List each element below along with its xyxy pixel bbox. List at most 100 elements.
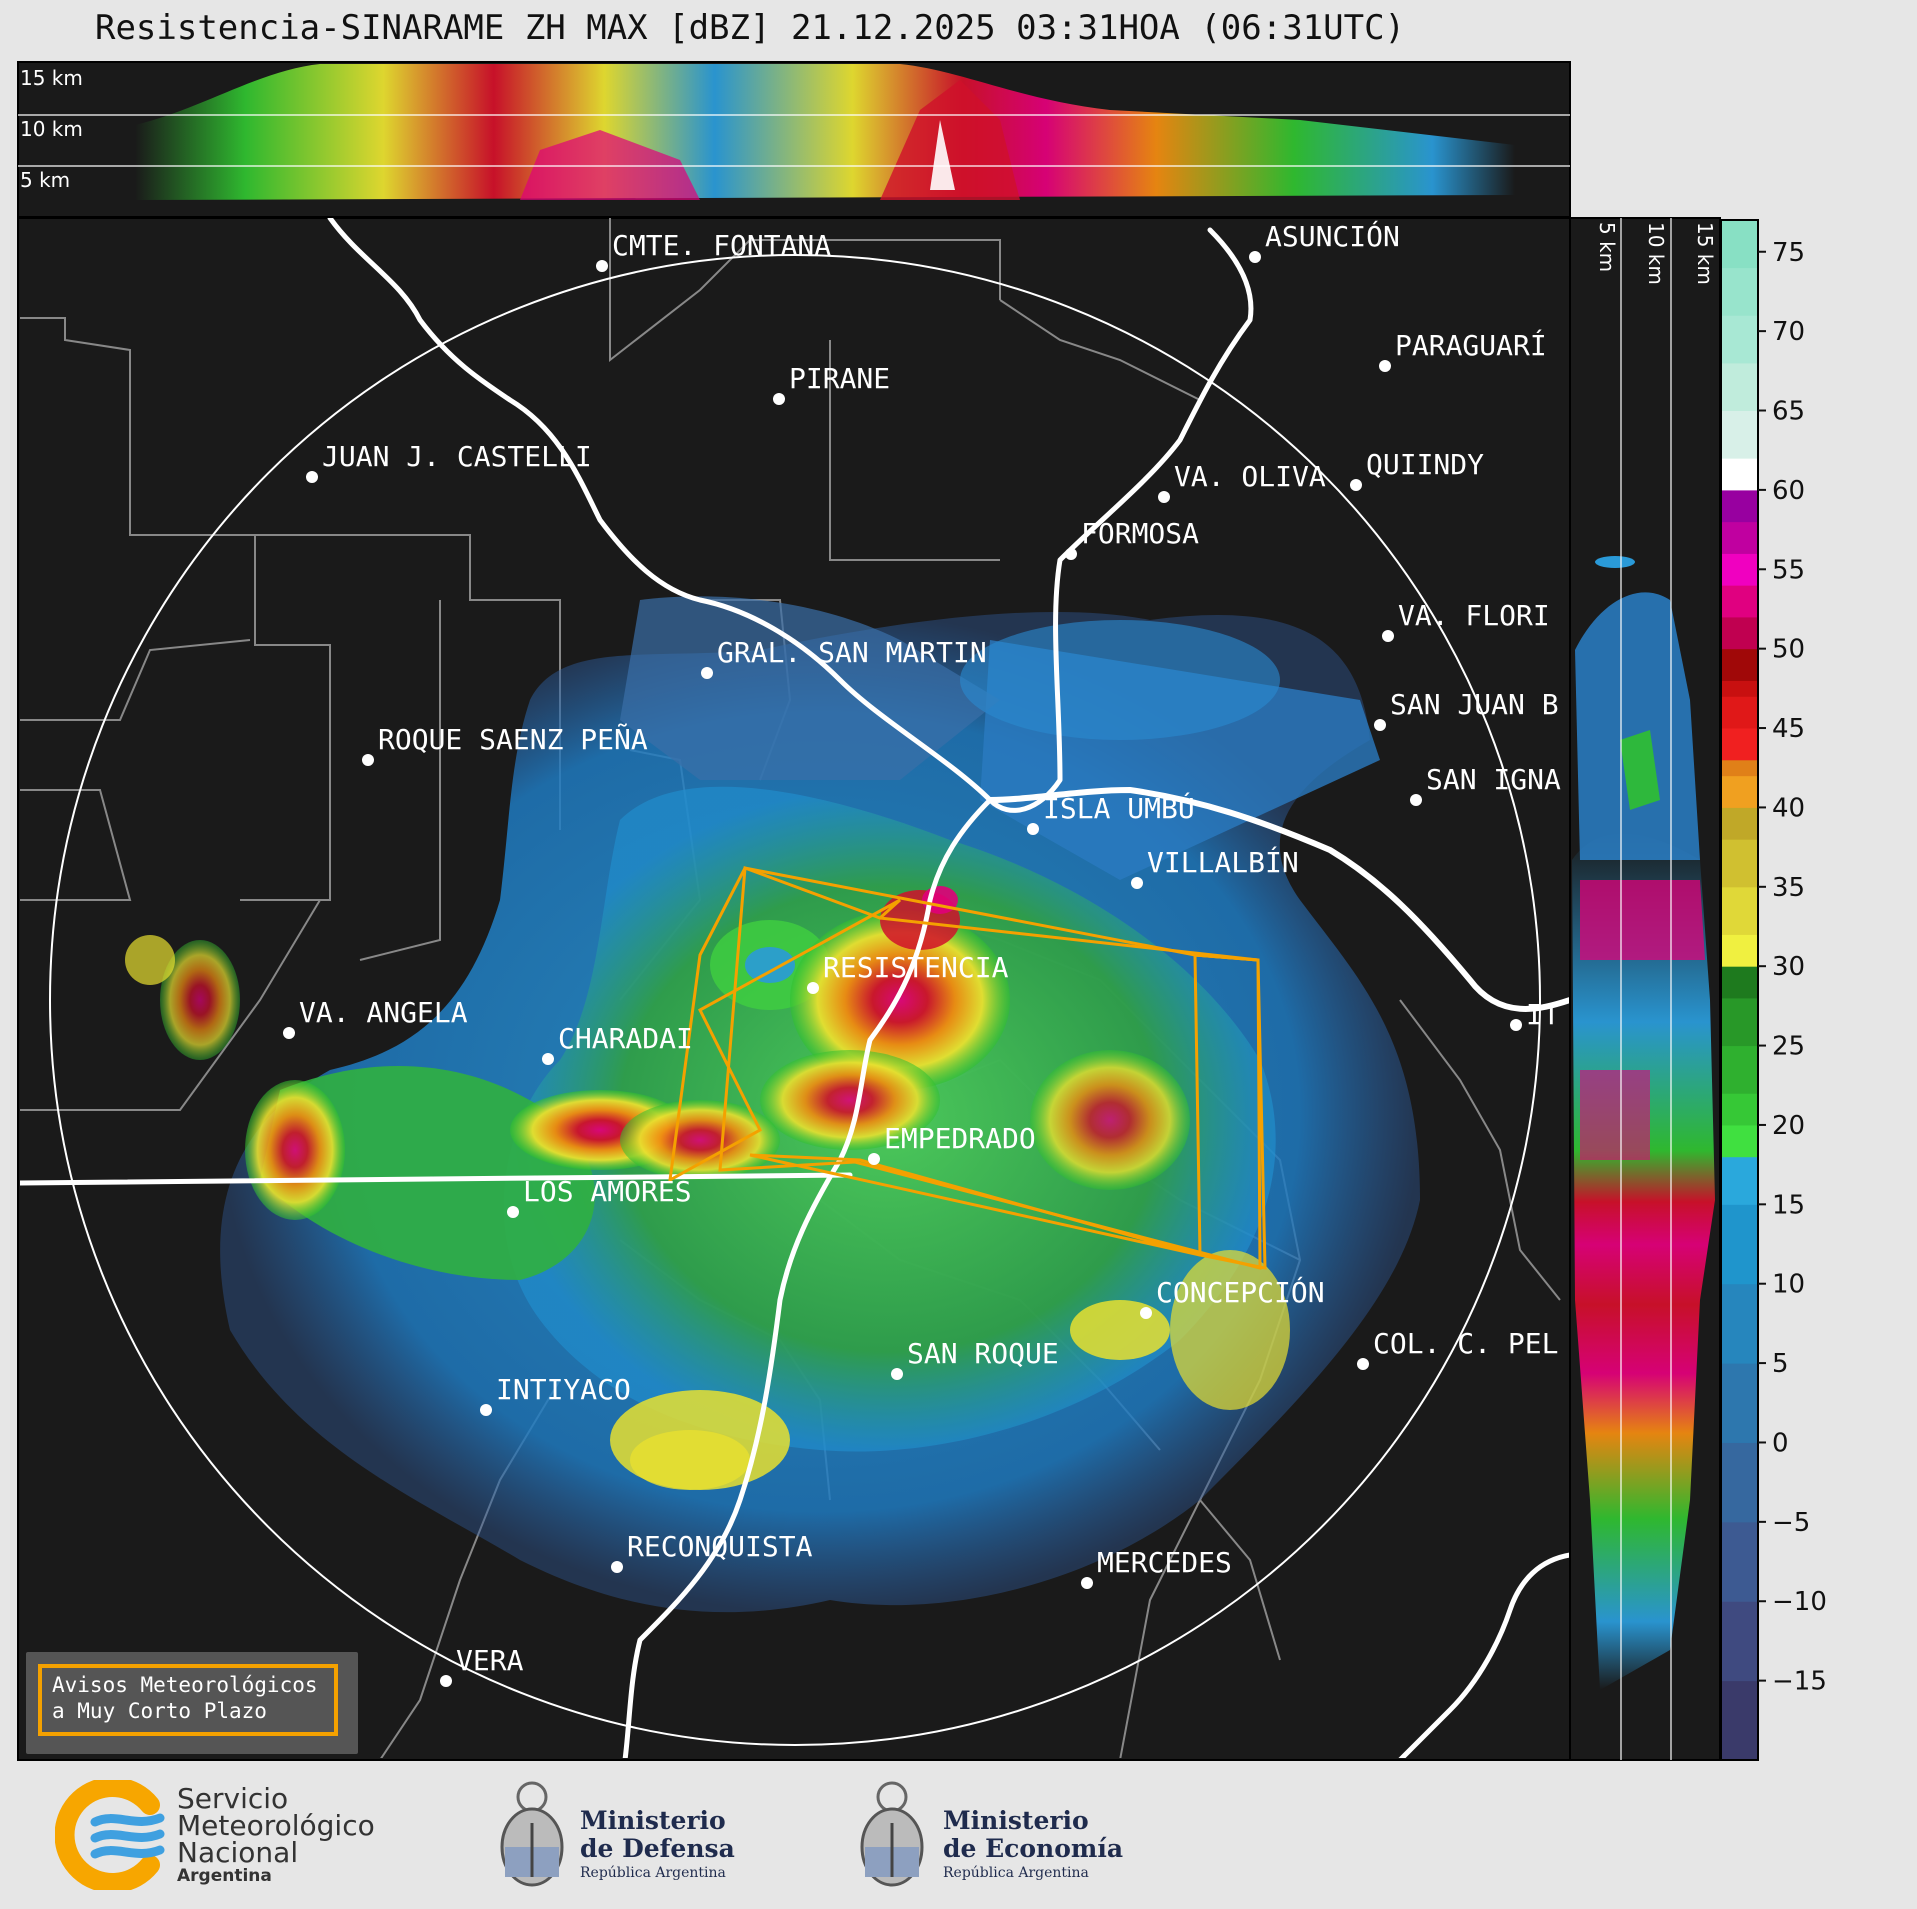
colorbar-step (1721, 997, 1758, 1047)
top-cross-section: 15 km 10 km 5 km (17, 61, 1571, 218)
defensa-line2: de Defensa (580, 1834, 735, 1863)
defensa-logo: Ministerio de Defensa República Argentin… (495, 1775, 755, 1900)
svg-text:COL. C. PEL: COL. C. PEL (1373, 1327, 1558, 1360)
colorbar-tick-label: 50 (1772, 635, 1805, 665)
colorbar-step (1721, 839, 1758, 888)
city-gral-san-martin: GRAL. SAN MARTIN (701, 636, 987, 679)
svg-text:GRAL. SAN MARTIN: GRAL. SAN MARTIN (717, 636, 987, 669)
colorbar-step (1721, 1442, 1758, 1523)
rivers (20, 218, 1570, 1758)
main-map: CMTE. FONTANA ASUNCIÓN PARAGUARÍ PIRANE … (17, 217, 1571, 1761)
city-los-amores: LOS AMORES (507, 1175, 692, 1218)
defensa-line3: República Argentina (580, 1865, 726, 1881)
svg-text:JUAN J. CASTELLI: JUAN J. CASTELLI (322, 440, 592, 473)
top-alt-5km: 5 km (20, 168, 70, 192)
city-paraguari: PARAGUARÍ (1379, 328, 1547, 372)
svg-text:VERA: VERA (456, 1644, 524, 1677)
city-va-flori: VA. FLORI (1382, 599, 1550, 642)
avisos-box[interactable]: Avisos Meteorológicos a Muy Corto Plazo (26, 1652, 358, 1754)
smn-line1: Servicio (177, 1782, 289, 1815)
colorbar-step (1721, 616, 1758, 650)
smn-line2: Meteorológico (177, 1809, 375, 1842)
colorbar-tick-label: 70 (1772, 317, 1805, 347)
city-juan-j-castelli: JUAN J. CASTELLI (306, 440, 592, 483)
range-ring (49, 254, 1541, 1746)
economia-line3: República Argentina (943, 1865, 1089, 1881)
smn-line3: Nacional (177, 1836, 299, 1869)
colorbar-steps (1721, 220, 1758, 1761)
city-roque-saenz-pena: ROQUE SAENZ PEÑA (362, 722, 648, 766)
svg-text:ASUNCIÓN: ASUNCIÓN (1265, 219, 1400, 253)
city-markers: CMTE. FONTANA ASUNCIÓN PARAGUARÍ PIRANE … (283, 219, 1561, 1687)
svg-text:FORMOSA: FORMOSA (1081, 517, 1199, 550)
city-col-c-pel: COL. C. PEL (1357, 1327, 1558, 1370)
top-alt-15km: 15 km (20, 66, 83, 90)
colorbar-step (1721, 1093, 1758, 1126)
city-san-roque: SAN ROQUE (891, 1337, 1059, 1380)
svg-text:VA. ANGELA: VA. ANGELA (299, 996, 468, 1029)
colorbar-step (1721, 807, 1758, 840)
colorbar-step (1721, 696, 1758, 729)
colorbar-step (1721, 553, 1758, 586)
city-intiyaco: INTIYACO (480, 1373, 631, 1416)
svg-text:SAN JUAN B: SAN JUAN B (1390, 688, 1559, 721)
colorbar-step (1721, 1363, 1758, 1443)
colorbar-tick-label: −5 (1772, 1508, 1810, 1538)
city-concepcion: CONCEPCIÓN (1140, 1275, 1325, 1319)
colorbar-step (1721, 1124, 1758, 1158)
svg-text:SAN IGNA: SAN IGNA (1426, 763, 1561, 796)
colorbar-step (1721, 1156, 1758, 1205)
avisos-link[interactable]: Avisos Meteorológicos a Muy Corto Plazo (38, 1664, 338, 1736)
svg-text:VILLALBÍN: VILLALBÍN (1147, 845, 1299, 879)
colorbar-step (1721, 1045, 1758, 1094)
colorbar-step (1721, 1521, 1758, 1602)
colorbar-tick-label: −15 (1772, 1667, 1827, 1697)
city-it: IT (1510, 998, 1560, 1031)
svg-text:RECONQUISTA: RECONQUISTA (627, 1530, 813, 1563)
city-villalbin: VILLALBÍN (1131, 845, 1299, 889)
colorbar-tick-label: 5 (1772, 1349, 1789, 1379)
city-formosa: FORMOSA (1065, 517, 1199, 560)
colorbar-tick-label: 45 (1772, 714, 1805, 744)
avisos-line2: a Muy Corto Plazo (52, 1699, 267, 1723)
coat-of-arms-icon (500, 1781, 564, 1887)
colorbar-step (1721, 267, 1758, 316)
colorbar-tick-label: 15 (1772, 1190, 1805, 1220)
side-alt-15km: 15 km (1693, 222, 1717, 285)
colorbar-tick-label: 65 (1772, 397, 1805, 427)
colorbar-tick-label: 60 (1772, 476, 1805, 506)
economia-logo: Ministerio de Economía República Argenti… (855, 1775, 1135, 1900)
city-isla-umbu: ISLA UMBÚ (1027, 791, 1195, 835)
svg-text:PIRANE: PIRANE (789, 362, 890, 395)
colorbar-step (1721, 886, 1758, 935)
svg-text:MERCEDES: MERCEDES (1097, 1546, 1232, 1579)
city-cmte-fontana: CMTE. FONTANA (596, 229, 831, 272)
city-mercedes: MERCEDES (1081, 1546, 1232, 1589)
svg-text:CMTE. FONTANA: CMTE. FONTANA (612, 229, 831, 262)
colorbar-step (1721, 775, 1758, 808)
svg-text:CHARADAI: CHARADAI (558, 1022, 693, 1055)
colorbar-step (1721, 1204, 1758, 1285)
colorbar-tick-label: 0 (1772, 1428, 1789, 1458)
colorbar-tick-label: 20 (1772, 1111, 1805, 1141)
colorbar-step (1721, 759, 1758, 777)
svg-text:INTIYACO: INTIYACO (496, 1373, 631, 1406)
colorbar-step (1721, 489, 1758, 523)
city-charadai: CHARADAI (542, 1022, 693, 1065)
coat-of-arms-icon (860, 1781, 924, 1887)
smn-line4: Argentina (177, 1866, 272, 1886)
svg-text:EMPEDRADO: EMPEDRADO (884, 1122, 1036, 1155)
svg-text:CONCEPCIÓN: CONCEPCIÓN (1156, 1275, 1325, 1309)
colorbar-tick-label: 35 (1772, 873, 1805, 903)
colorbar-step (1721, 648, 1758, 681)
colorbar-step (1721, 458, 1758, 491)
city-va-angela: VA. ANGELA (283, 996, 468, 1039)
city-asuncion: ASUNCIÓN (1249, 219, 1400, 263)
avisos-line1: Avisos Meteorológicos (52, 1673, 318, 1697)
city-empedrado: EMPEDRADO (868, 1122, 1036, 1165)
colorbar-tick-label: 55 (1772, 555, 1805, 585)
side-cross-section: 5 km 10 km 15 km (1569, 217, 1721, 1761)
city-san-juan-b: SAN JUAN B (1374, 688, 1559, 731)
